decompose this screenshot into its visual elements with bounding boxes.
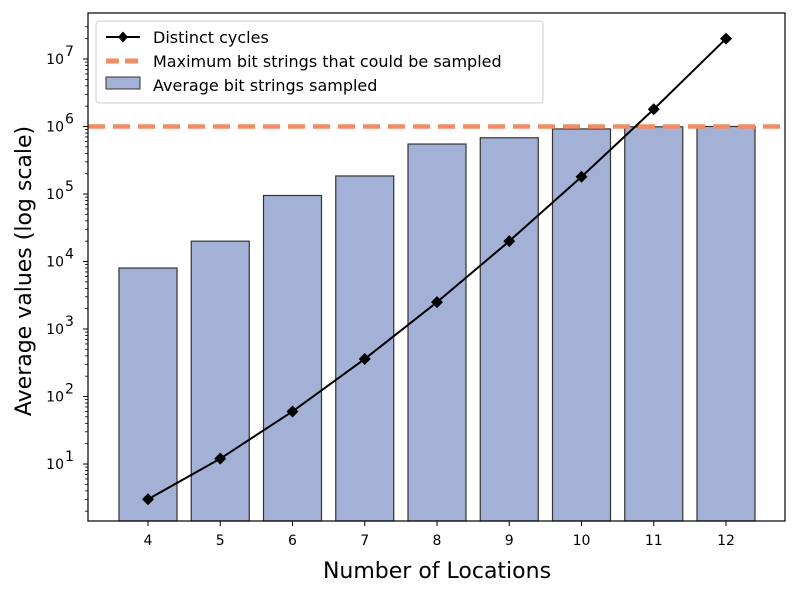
bars-group	[118, 125, 756, 522]
legend-entry-distinct-cycles: Distinct cycles	[153, 28, 269, 47]
x-axis-title: Number of Locations	[323, 559, 551, 584]
y-tick-label-1e6: 10	[46, 120, 64, 136]
bar-12	[696, 125, 756, 522]
legend-bar-swatch	[105, 76, 141, 90]
distinct-cycles-marker-6	[286, 405, 299, 418]
y-tick-exponent-1e6: 6	[65, 112, 74, 128]
x-tick-label-5: 5	[216, 533, 225, 549]
legend-entry-max-bit-strings: Maximum bit strings that could be sample…	[153, 52, 502, 71]
distinct-cycles-marker-5	[214, 452, 227, 465]
y-tick-exponent-1e3: 3	[65, 314, 74, 330]
bar-4	[118, 267, 178, 522]
y-tick-label-1e4: 10	[46, 255, 64, 271]
x-tick-label-8: 8	[433, 533, 442, 549]
distinct-cycles-marker-7	[358, 352, 371, 365]
distinct-cycles-marker-8	[431, 296, 443, 309]
y-tick-exponent-1e2: 2	[65, 382, 74, 398]
distinct-cycles-marker-10	[575, 170, 588, 183]
bar-7	[335, 175, 395, 522]
y-tick-label-1e3: 10	[46, 322, 64, 338]
x-tick-label-4: 4	[144, 533, 153, 549]
legend-frame	[95, 20, 544, 104]
y-tick-label-1e2: 10	[46, 390, 64, 406]
bar-10	[551, 128, 612, 522]
bar-6	[262, 194, 323, 522]
x-tick-label-7: 7	[360, 533, 369, 549]
distinct-cycles-marker-4	[142, 493, 154, 506]
line-series-group	[142, 32, 732, 506]
bar-9	[479, 137, 539, 522]
bar-8	[407, 143, 467, 522]
legend: Distinct cycles Maximum bit strings that…	[95, 20, 544, 104]
bar-11	[624, 126, 684, 522]
legend-diamond-marker-icon	[118, 31, 128, 43]
x-tick-label-6: 6	[288, 533, 297, 549]
x-tick-label-12: 12	[717, 533, 735, 549]
y-tick-label-1e7: 10	[46, 52, 64, 68]
y-axis-title: Average values (log scale)	[12, 126, 37, 416]
x-tick-label-11: 11	[645, 533, 663, 549]
y-tick-exponent-1e5: 5	[65, 179, 74, 195]
y-tick-exponent-1e7: 7	[65, 44, 74, 60]
bar-5	[190, 240, 250, 522]
y-tick-label-1e5: 10	[46, 187, 64, 203]
y-tick-exponent-1e4: 4	[65, 247, 74, 263]
y-tick-label-1e1: 10	[46, 457, 64, 473]
x-tick-label-10: 10	[573, 533, 591, 549]
x-tick-label-9: 9	[505, 533, 514, 549]
distinct-cycles-marker-11	[647, 103, 660, 116]
y-tick-exponent-1e1: 1	[65, 449, 74, 465]
distinct-cycles-marker-9	[503, 235, 516, 248]
legend-entry-avg-bit-strings: Average bit strings sampled	[153, 76, 377, 95]
distinct-cycles-marker-12	[720, 32, 732, 45]
